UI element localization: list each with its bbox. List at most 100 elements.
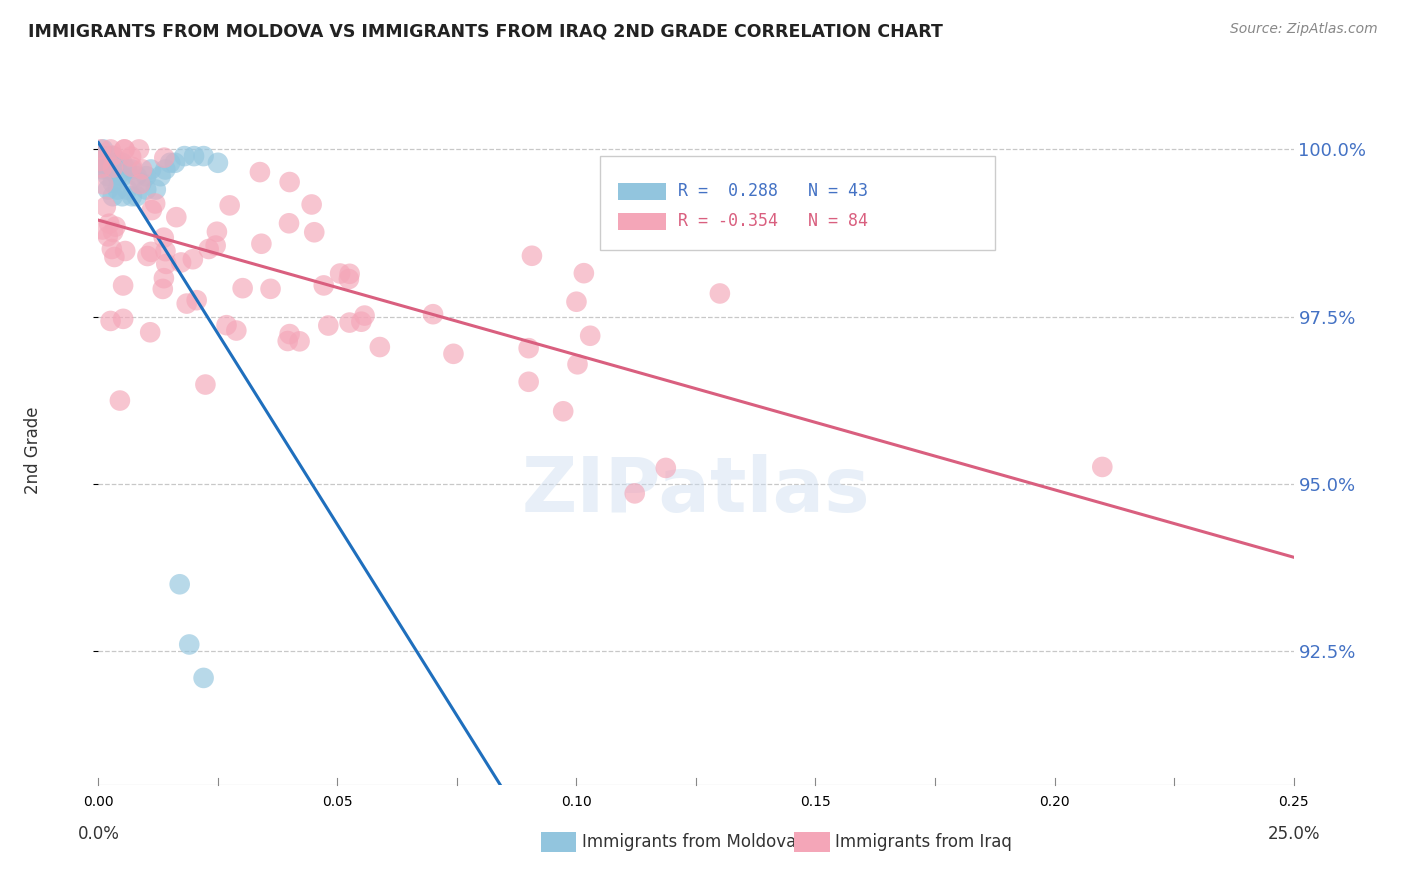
- Point: [108, 393, 131, 408]
- Point: [131, 176, 153, 190]
- Point: [655, 461, 678, 475]
- Point: [329, 267, 352, 281]
- Point: [121, 160, 143, 174]
- Point: [623, 486, 645, 500]
- Point: [186, 293, 208, 308]
- Point: [101, 225, 124, 239]
- Point: [152, 230, 174, 244]
- Point: [339, 267, 361, 281]
- Text: 25.0%: 25.0%: [1267, 825, 1320, 843]
- Point: [115, 183, 138, 197]
- Point: [353, 309, 375, 323]
- Point: [553, 404, 575, 418]
- Point: [145, 183, 167, 197]
- Point: [517, 341, 540, 355]
- Point: [100, 142, 122, 156]
- Point: [443, 347, 465, 361]
- Point: [152, 282, 174, 296]
- Point: [112, 311, 135, 326]
- Point: [101, 176, 124, 190]
- Point: [125, 169, 148, 184]
- Point: [163, 155, 186, 169]
- Point: [135, 169, 157, 184]
- Bar: [619, 213, 666, 229]
- Point: [97, 155, 120, 169]
- Point: [165, 210, 187, 224]
- Point: [183, 149, 205, 163]
- Point: [125, 189, 148, 203]
- Point: [225, 324, 247, 338]
- Point: [339, 316, 361, 330]
- Point: [101, 189, 124, 203]
- Text: 0.0%: 0.0%: [77, 825, 120, 843]
- Point: [111, 169, 134, 184]
- Point: [318, 318, 340, 333]
- Point: [97, 162, 120, 177]
- Point: [114, 142, 136, 156]
- Point: [579, 328, 602, 343]
- Point: [104, 219, 127, 234]
- Point: [135, 183, 157, 197]
- Point: [97, 183, 120, 197]
- Point: [97, 229, 120, 244]
- Point: [114, 244, 136, 258]
- Point: [94, 200, 117, 214]
- Point: [111, 189, 134, 203]
- Point: [159, 155, 181, 169]
- Point: [173, 149, 195, 163]
- Point: [179, 638, 201, 652]
- Point: [197, 242, 219, 256]
- Point: [193, 149, 215, 163]
- Point: [218, 198, 240, 212]
- Point: [139, 325, 162, 339]
- Point: [98, 217, 121, 231]
- Point: [250, 236, 273, 251]
- Text: ZIPatlas: ZIPatlas: [522, 454, 870, 527]
- Text: IMMIGRANTS FROM MOLDOVA VS IMMIGRANTS FROM IRAQ 2ND GRADE CORRELATION CHART: IMMIGRANTS FROM MOLDOVA VS IMMIGRANTS FR…: [28, 22, 943, 40]
- Point: [101, 242, 124, 256]
- Point: [155, 244, 177, 259]
- Text: Source: ZipAtlas.com: Source: ZipAtlas.com: [1230, 22, 1378, 37]
- Point: [107, 183, 129, 197]
- Text: 2nd Grade: 2nd Grade: [24, 407, 42, 494]
- Point: [107, 169, 129, 184]
- Point: [128, 142, 150, 156]
- Bar: [619, 183, 666, 200]
- FancyBboxPatch shape: [600, 156, 995, 250]
- Text: Immigrants from Iraq: Immigrants from Iraq: [835, 833, 1012, 851]
- Point: [107, 155, 129, 169]
- Point: [301, 197, 323, 211]
- Point: [91, 162, 114, 177]
- Point: [232, 281, 254, 295]
- Point: [100, 314, 122, 328]
- Point: [259, 282, 281, 296]
- Point: [278, 327, 301, 342]
- Point: [103, 250, 125, 264]
- Point: [194, 377, 217, 392]
- Point: [121, 189, 143, 203]
- Point: [204, 238, 226, 252]
- Point: [97, 169, 120, 184]
- Point: [101, 149, 124, 163]
- Point: [1091, 459, 1114, 474]
- Point: [131, 162, 153, 177]
- Point: [207, 155, 229, 169]
- Point: [337, 272, 360, 286]
- Point: [277, 334, 299, 348]
- Point: [139, 244, 162, 259]
- Point: [90, 142, 112, 156]
- Point: [129, 177, 152, 191]
- Text: R = -0.354   N = 84: R = -0.354 N = 84: [678, 212, 868, 230]
- Point: [139, 162, 162, 177]
- Point: [517, 375, 540, 389]
- Point: [304, 225, 326, 239]
- Point: [155, 257, 177, 271]
- Point: [565, 294, 588, 309]
- Point: [567, 357, 589, 371]
- Point: [572, 266, 595, 280]
- Point: [91, 155, 114, 169]
- Point: [205, 225, 228, 239]
- Point: [101, 161, 124, 175]
- Point: [169, 577, 191, 591]
- Point: [520, 249, 543, 263]
